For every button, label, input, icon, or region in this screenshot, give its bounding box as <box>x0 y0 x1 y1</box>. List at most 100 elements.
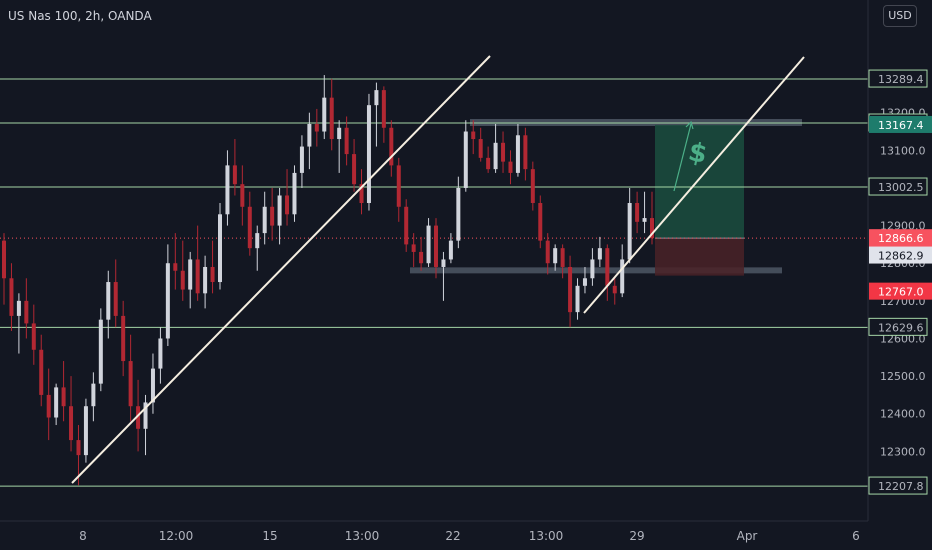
candle-body <box>441 259 446 267</box>
candle-body <box>538 203 543 241</box>
candle-body <box>366 105 371 204</box>
candle-body <box>605 248 610 286</box>
candle-body <box>344 127 349 155</box>
time-axis-tick: 22 <box>445 529 460 543</box>
candle-body <box>299 146 304 173</box>
time-axis-tick: 12:00 <box>159 529 194 543</box>
trendline-right[interactable] <box>583 56 805 314</box>
level-price-text: 13002.5 <box>878 181 924 194</box>
candle-body <box>210 266 215 283</box>
candle-body <box>650 218 654 239</box>
candle-body <box>620 259 625 294</box>
candle-body <box>247 206 252 249</box>
candle-body <box>530 169 535 204</box>
candle-body <box>314 123 319 132</box>
candle-body <box>545 240 550 264</box>
price-axis-tick: 12500.0 <box>880 370 926 383</box>
candle-body <box>158 338 163 369</box>
candle-body <box>456 187 461 241</box>
candle-body <box>359 184 364 204</box>
candle-body <box>434 225 438 267</box>
time-axis-tick: 13:00 <box>529 529 564 543</box>
candle-body <box>426 225 431 264</box>
candle-body <box>508 161 513 173</box>
candle-body <box>292 172 297 215</box>
entry-price-label <box>869 246 932 264</box>
candle-body <box>203 266 208 294</box>
candle-body <box>76 440 81 456</box>
level-price-label <box>868 69 928 88</box>
candle-body <box>61 387 66 407</box>
candle-body <box>106 282 111 320</box>
candle-body <box>642 218 647 222</box>
dollar-icon: $ <box>686 137 710 170</box>
candle-body <box>590 259 595 279</box>
candle-body <box>277 195 282 226</box>
stop-price-label <box>869 282 932 300</box>
level-price-text: 13289.4 <box>878 73 924 86</box>
candle-body <box>270 206 275 226</box>
candle-body <box>582 278 587 286</box>
candle-body <box>98 319 103 384</box>
candle-body <box>83 406 88 456</box>
price-axis[interactable] <box>868 0 932 550</box>
candle-body <box>568 266 573 313</box>
candle-body <box>411 244 416 252</box>
candle-body <box>627 203 632 260</box>
level-price-text: 12629.6 <box>878 321 924 334</box>
candle-body <box>2 240 6 279</box>
price-axis-tick: 13100.0 <box>880 144 926 157</box>
support-zone[interactable] <box>410 267 782 274</box>
candle-body <box>165 263 170 339</box>
candle-body <box>597 248 602 260</box>
candle-body <box>173 263 178 271</box>
candle-body <box>307 123 312 147</box>
trendline-left[interactable] <box>71 55 491 484</box>
current-price-text: 12866.6 <box>878 232 924 245</box>
level-price-label <box>868 177 928 196</box>
candle-body <box>329 97 334 140</box>
candle-body <box>374 90 379 106</box>
candle-body <box>255 233 260 249</box>
candle-body <box>486 157 491 170</box>
arrow-icon <box>673 123 692 192</box>
candle-body <box>478 139 483 158</box>
candle-body <box>39 349 44 395</box>
candle-body <box>381 90 386 128</box>
candle-body <box>240 184 245 207</box>
candle-body <box>471 131 476 140</box>
candle-body <box>31 323 36 350</box>
candle-body <box>9 278 14 316</box>
stop-zone[interactable] <box>655 238 744 276</box>
candle-body <box>218 214 222 283</box>
time-axis-tick: 15 <box>262 529 277 543</box>
level-price-label <box>868 317 928 336</box>
candle-body <box>121 315 126 362</box>
candle-body <box>463 131 468 188</box>
stop-price-text: 12767.0 <box>878 286 924 299</box>
candle-body <box>69 406 74 441</box>
candle-body <box>143 402 148 429</box>
candle-body <box>188 259 193 290</box>
candle-body <box>419 251 424 264</box>
candle-body <box>24 300 29 324</box>
arrow-head-icon <box>685 120 694 130</box>
candle-body <box>493 142 498 170</box>
candle-body <box>389 127 394 166</box>
candle-body <box>448 240 453 260</box>
time-axis-tick: 13:00 <box>345 529 380 543</box>
candle-body <box>404 206 409 245</box>
candle-body <box>396 165 401 207</box>
candle-body <box>195 259 200 294</box>
candle-body <box>352 154 357 185</box>
candle-body <box>285 195 290 215</box>
candle-body <box>46 394 51 418</box>
price-axis-tick: 12400.0 <box>880 408 926 421</box>
candle-body <box>575 285 580 313</box>
candle-body <box>232 165 237 185</box>
currency-button[interactable]: USD <box>883 5 917 27</box>
candle-body <box>54 387 59 418</box>
